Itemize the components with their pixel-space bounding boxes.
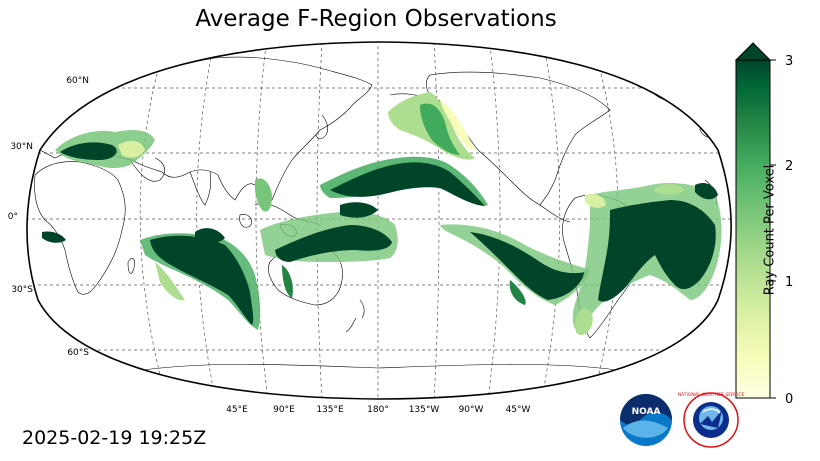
colorbar-tick-3: 3 [785,54,793,69]
globe-outline [26,41,732,400]
lon-label-135e: 135°E [316,405,344,415]
colorbar-tick-0: 0 [785,392,793,407]
lon-label-45w: 45°W [506,405,531,415]
nws-logo: NATIONAL WEATHER SERVICE [678,392,745,448]
lat-label-0: 0° [8,212,18,222]
colorbar-tick-2: 2 [785,159,793,174]
nws-logo-text: NATIONAL WEATHER SERVICE [678,392,745,398]
lat-label-30n: 30°N [10,142,33,152]
lat-label-60n: 60°N [66,76,89,86]
lon-label-135w: 135°W [409,405,440,415]
lon-label-180: 180° [367,405,389,415]
ray-count-heatmap [42,92,722,336]
colorbar-extend-arrow [734,42,772,61]
colorbar-label: Ray Count Per Voxel [762,164,778,296]
colorbar-tick-1: 1 [785,275,793,290]
colorbar: 0 1 2 3 [734,42,793,407]
page-title: Average F-Region Observations [195,6,557,32]
lon-label-90e: 90°E [273,405,295,415]
timestamp: 2025-02-19 19:25Z [22,427,207,449]
noaa-logo-text: NOAA [632,407,661,417]
lat-label-60s: 60°S [67,348,89,358]
world-map [26,42,732,399]
lon-label-90w: 90°W [459,405,484,415]
lon-label-45e: 45°E [226,405,248,415]
noaa-logo: NOAA [620,394,672,446]
lat-label-30s: 30°S [11,285,33,295]
